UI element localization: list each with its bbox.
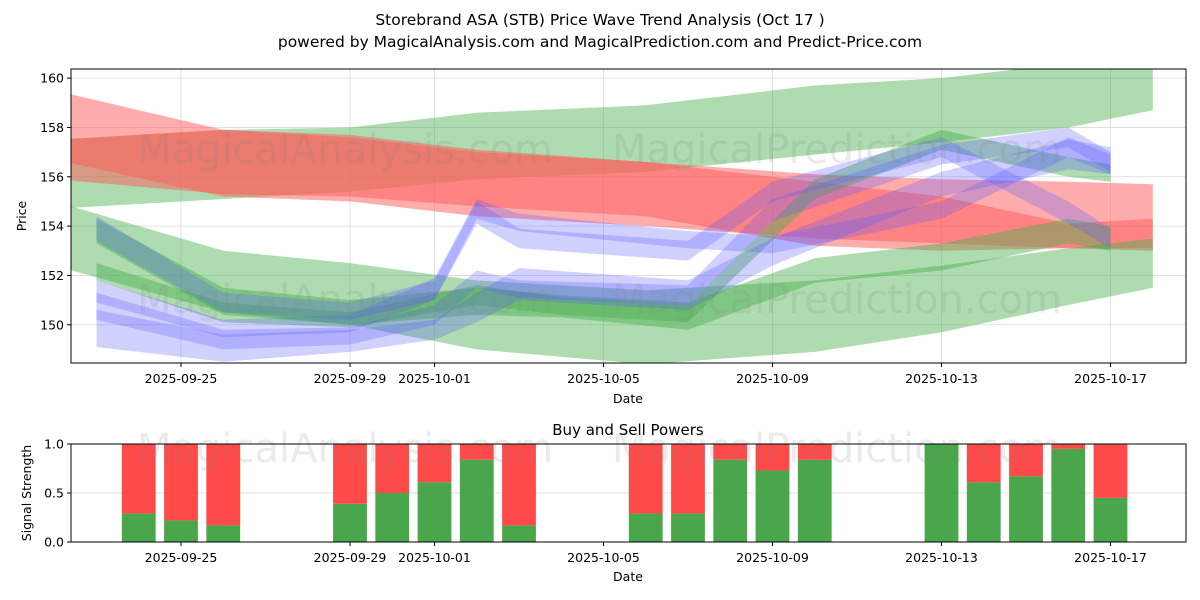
price-x-tick-label: 2025-10-17	[1074, 371, 1147, 386]
signal-y-label: Signal Strength	[19, 445, 34, 541]
signal-y-ticks: 0.0 0.5 1.0	[44, 437, 71, 550]
buy-bar	[333, 504, 367, 542]
buy-bar	[375, 493, 409, 542]
price-y-tick-label: 150	[40, 317, 64, 332]
buy-bar	[502, 525, 536, 542]
signal-y-tick-label: 0.0	[44, 535, 64, 550]
buy-bar	[164, 520, 198, 542]
buy-bar	[1009, 476, 1043, 542]
watermark-bottom-right: MagicalPrediction.com	[612, 426, 1062, 472]
figure: Storebrand ASA (STB) Price Wave Trend An…	[0, 0, 1200, 600]
signal-x-tick-label: 2025-10-01	[398, 550, 471, 565]
price-y-tick-label: 154	[40, 219, 64, 234]
buy-bar	[798, 460, 832, 542]
watermark-bottom-left: MagicalAnalysis.com	[137, 426, 553, 472]
signal-x-tick-label: 2025-10-05	[567, 550, 640, 565]
price-axes: MagicalAnalysis.com MagicalPrediction.co…	[14, 54, 1186, 407]
watermark-top-left-2: MagicalAnalysis.com	[137, 277, 553, 323]
watermark-top-right-1: MagicalPrediction.com	[612, 127, 1062, 173]
price-x-label: Date	[613, 391, 643, 406]
price-x-tick-label: 2025-10-01	[398, 371, 471, 386]
signal-x-tick-label: 2025-09-25	[145, 550, 218, 565]
signal-x-tick-label: 2025-10-17	[1074, 550, 1147, 565]
buy-bar	[756, 470, 790, 542]
price-y-tick-label: 158	[40, 120, 64, 135]
watermark-top-right-2: MagicalPrediction.com	[612, 277, 1062, 323]
price-x-tick-label: 2025-10-09	[736, 371, 809, 386]
signal-x-tick-label: 2025-10-13	[905, 550, 978, 565]
watermark-top-left-1: MagicalAnalysis.com	[137, 127, 553, 173]
signal-y-tick-label: 1.0	[44, 437, 64, 452]
buy-bar	[206, 525, 240, 542]
price-x-tick-label: 2025-09-29	[314, 371, 387, 386]
price-y-tick-label: 156	[40, 169, 64, 184]
chart-title: Storebrand ASA (STB) Price Wave Trend An…	[375, 11, 824, 29]
buy-bar	[967, 482, 1001, 542]
signal-axes: Buy and Sell Powers MagicalAnalysis.com …	[19, 421, 1186, 584]
sell-bar	[1094, 444, 1128, 498]
signal-y-tick-label: 0.5	[44, 486, 64, 501]
price-y-ticks: 150 152 154 156 158 160	[40, 71, 71, 333]
buy-bar	[713, 460, 747, 542]
buy-bar	[1094, 498, 1128, 542]
signal-x-ticks: 2025-09-25 2025-09-29 2025-10-01 2025-10-05…	[145, 542, 1147, 565]
price-y-label: Price	[14, 200, 29, 231]
buy-bar	[460, 460, 494, 542]
signal-x-tick-label: 2025-10-09	[736, 550, 809, 565]
signal-x-label: Date	[613, 569, 643, 584]
price-x-tick-label: 2025-10-05	[567, 371, 640, 386]
buy-bar	[629, 514, 663, 542]
price-x-tick-label: 2025-09-25	[145, 371, 218, 386]
signal-x-tick-label: 2025-09-29	[314, 550, 387, 565]
price-x-tick-label: 2025-10-13	[905, 371, 978, 386]
price-x-ticks: 2025-09-25 2025-09-29 2025-10-01 2025-10-05…	[145, 363, 1147, 386]
buy-bar	[671, 514, 705, 542]
chart-subtitle: powered by MagicalAnalysis.com and Magic…	[278, 33, 922, 51]
buy-bar	[418, 482, 452, 542]
buy-bar	[122, 514, 156, 542]
price-y-tick-label: 152	[40, 268, 64, 283]
price-y-tick-label: 160	[40, 71, 64, 86]
